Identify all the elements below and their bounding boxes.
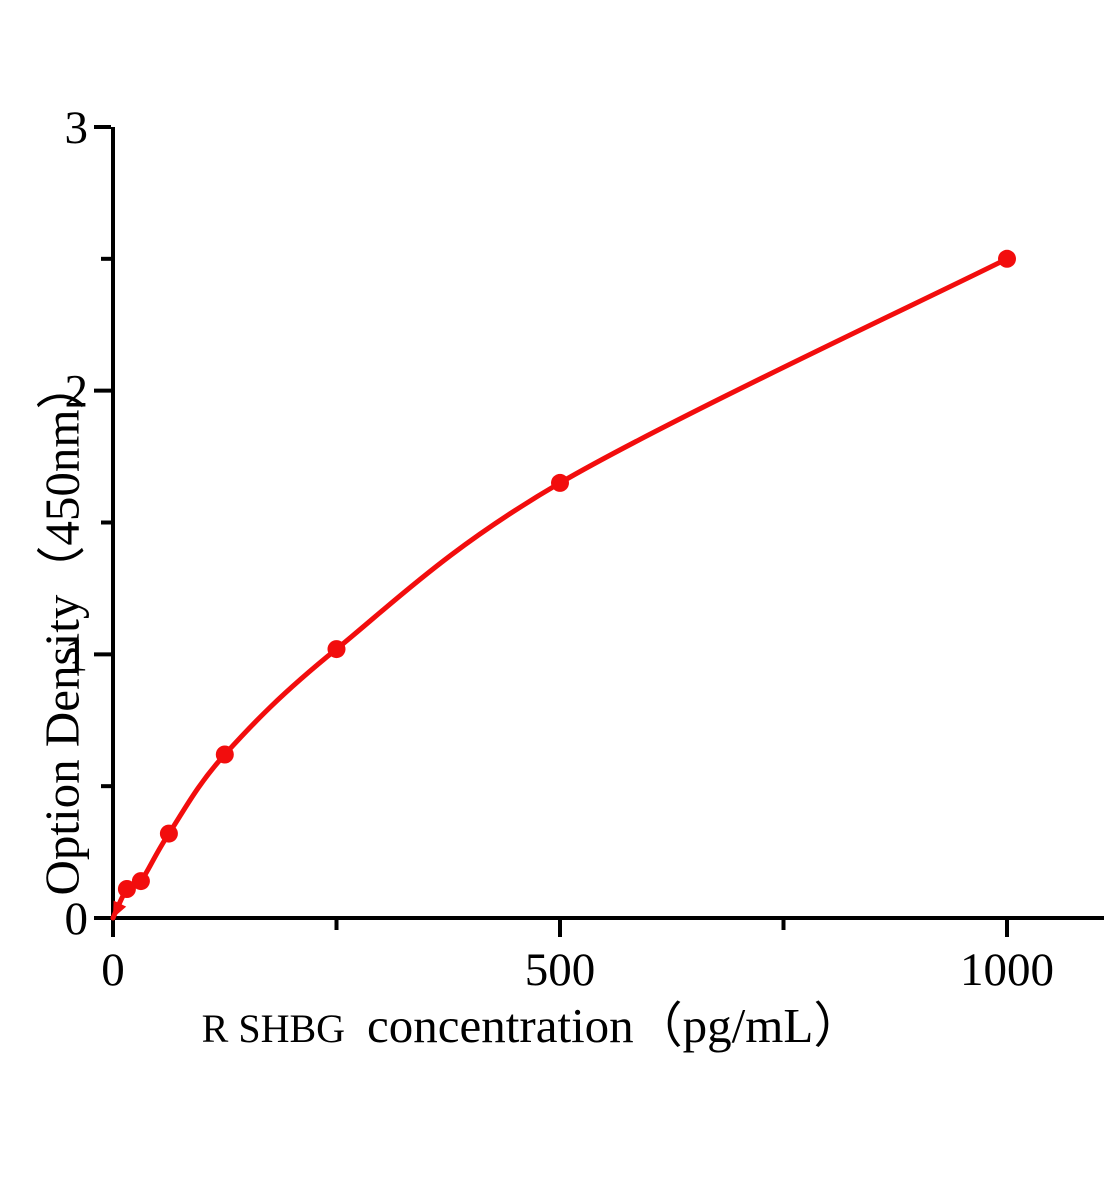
y-tick-label: 0 (65, 893, 89, 945)
x-tick-label: 0 (101, 944, 125, 996)
data-point (117, 880, 136, 898)
data-point (159, 824, 178, 843)
x-axis-title-main: concentration（pg/mL） (367, 998, 863, 1053)
x-axis-title-prefix: R SHBG (201, 1006, 346, 1051)
data-point (131, 872, 150, 891)
standard-curve (110, 256, 1010, 921)
x-axis-title: R SHBG concentration（pg/mL） (0, 998, 1064, 1054)
data-point (327, 640, 346, 659)
data-point (551, 473, 569, 492)
y-tick-label: 1 (65, 629, 89, 681)
origin-arrowhead (113, 900, 127, 918)
y-tick-label: 2 (65, 366, 89, 418)
data-point (215, 745, 234, 764)
x-tick-label: 1000 (960, 944, 1054, 996)
y-tick-label: 3 (65, 102, 89, 154)
y-axis-title: Option Density（450nm） (34, 360, 90, 896)
data-point (998, 249, 1016, 268)
x-tick-label: 500 (525, 944, 596, 996)
